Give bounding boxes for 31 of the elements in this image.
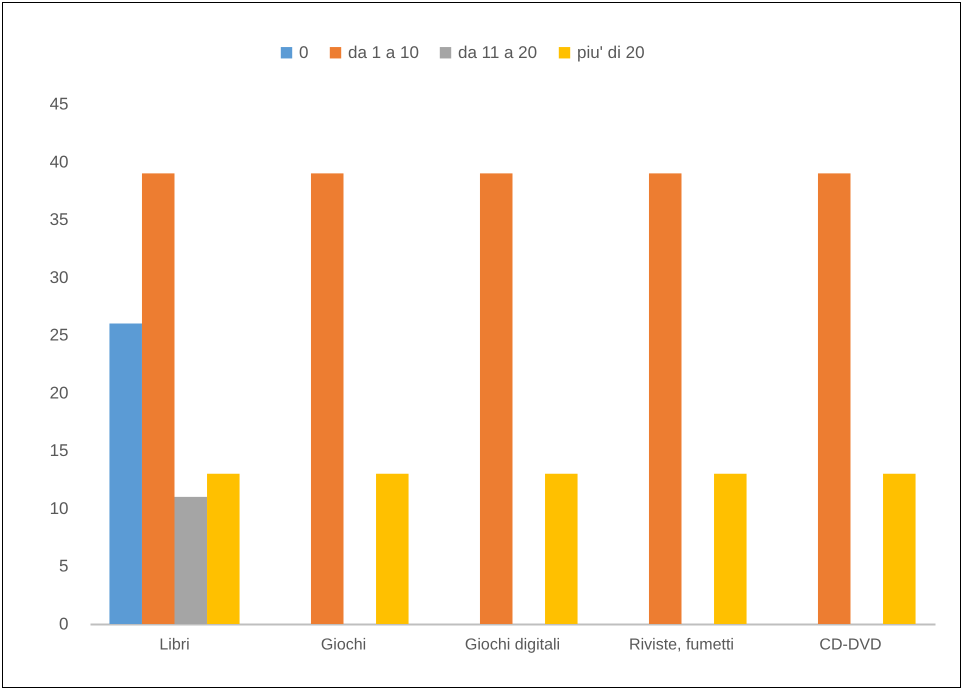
y-tick-label: 10 [50, 498, 68, 518]
bar [883, 474, 916, 624]
bar [142, 173, 174, 624]
x-tick-label: Giochi digitali [464, 636, 560, 654]
y-tick-label: 15 [50, 441, 68, 460]
bar [648, 173, 682, 624]
x-tick-label: Libri [159, 636, 190, 654]
y-tick-label: 35 [50, 210, 68, 230]
bar [109, 324, 142, 624]
bar [818, 173, 850, 624]
x-tick-label: CD-DVD [819, 636, 882, 654]
legend-label: piu' di 20 [577, 42, 645, 62]
x-tick-label: Riviste, fumetti [629, 636, 734, 654]
legend-label: da 11 a 20 [458, 42, 538, 62]
y-tick-label: 0 [59, 614, 68, 634]
bar [207, 474, 240, 624]
bar [480, 173, 512, 624]
bar [376, 474, 409, 624]
y-tick-label: 40 [50, 152, 68, 172]
y-tick-label: 20 [50, 383, 68, 402]
y-tick-label: 30 [50, 268, 68, 287]
y-tick-label: 25 [50, 326, 68, 345]
y-tick-label: 5 [59, 556, 68, 576]
bar [310, 173, 344, 624]
bar [174, 496, 208, 624]
legend-label: da 1 a 10 [348, 42, 419, 62]
legend-label: 0 [299, 42, 308, 62]
y-tick-label: 45 [50, 94, 68, 114]
x-tick-label: Giochi [320, 636, 366, 654]
bar [545, 474, 578, 624]
bar [714, 474, 747, 624]
